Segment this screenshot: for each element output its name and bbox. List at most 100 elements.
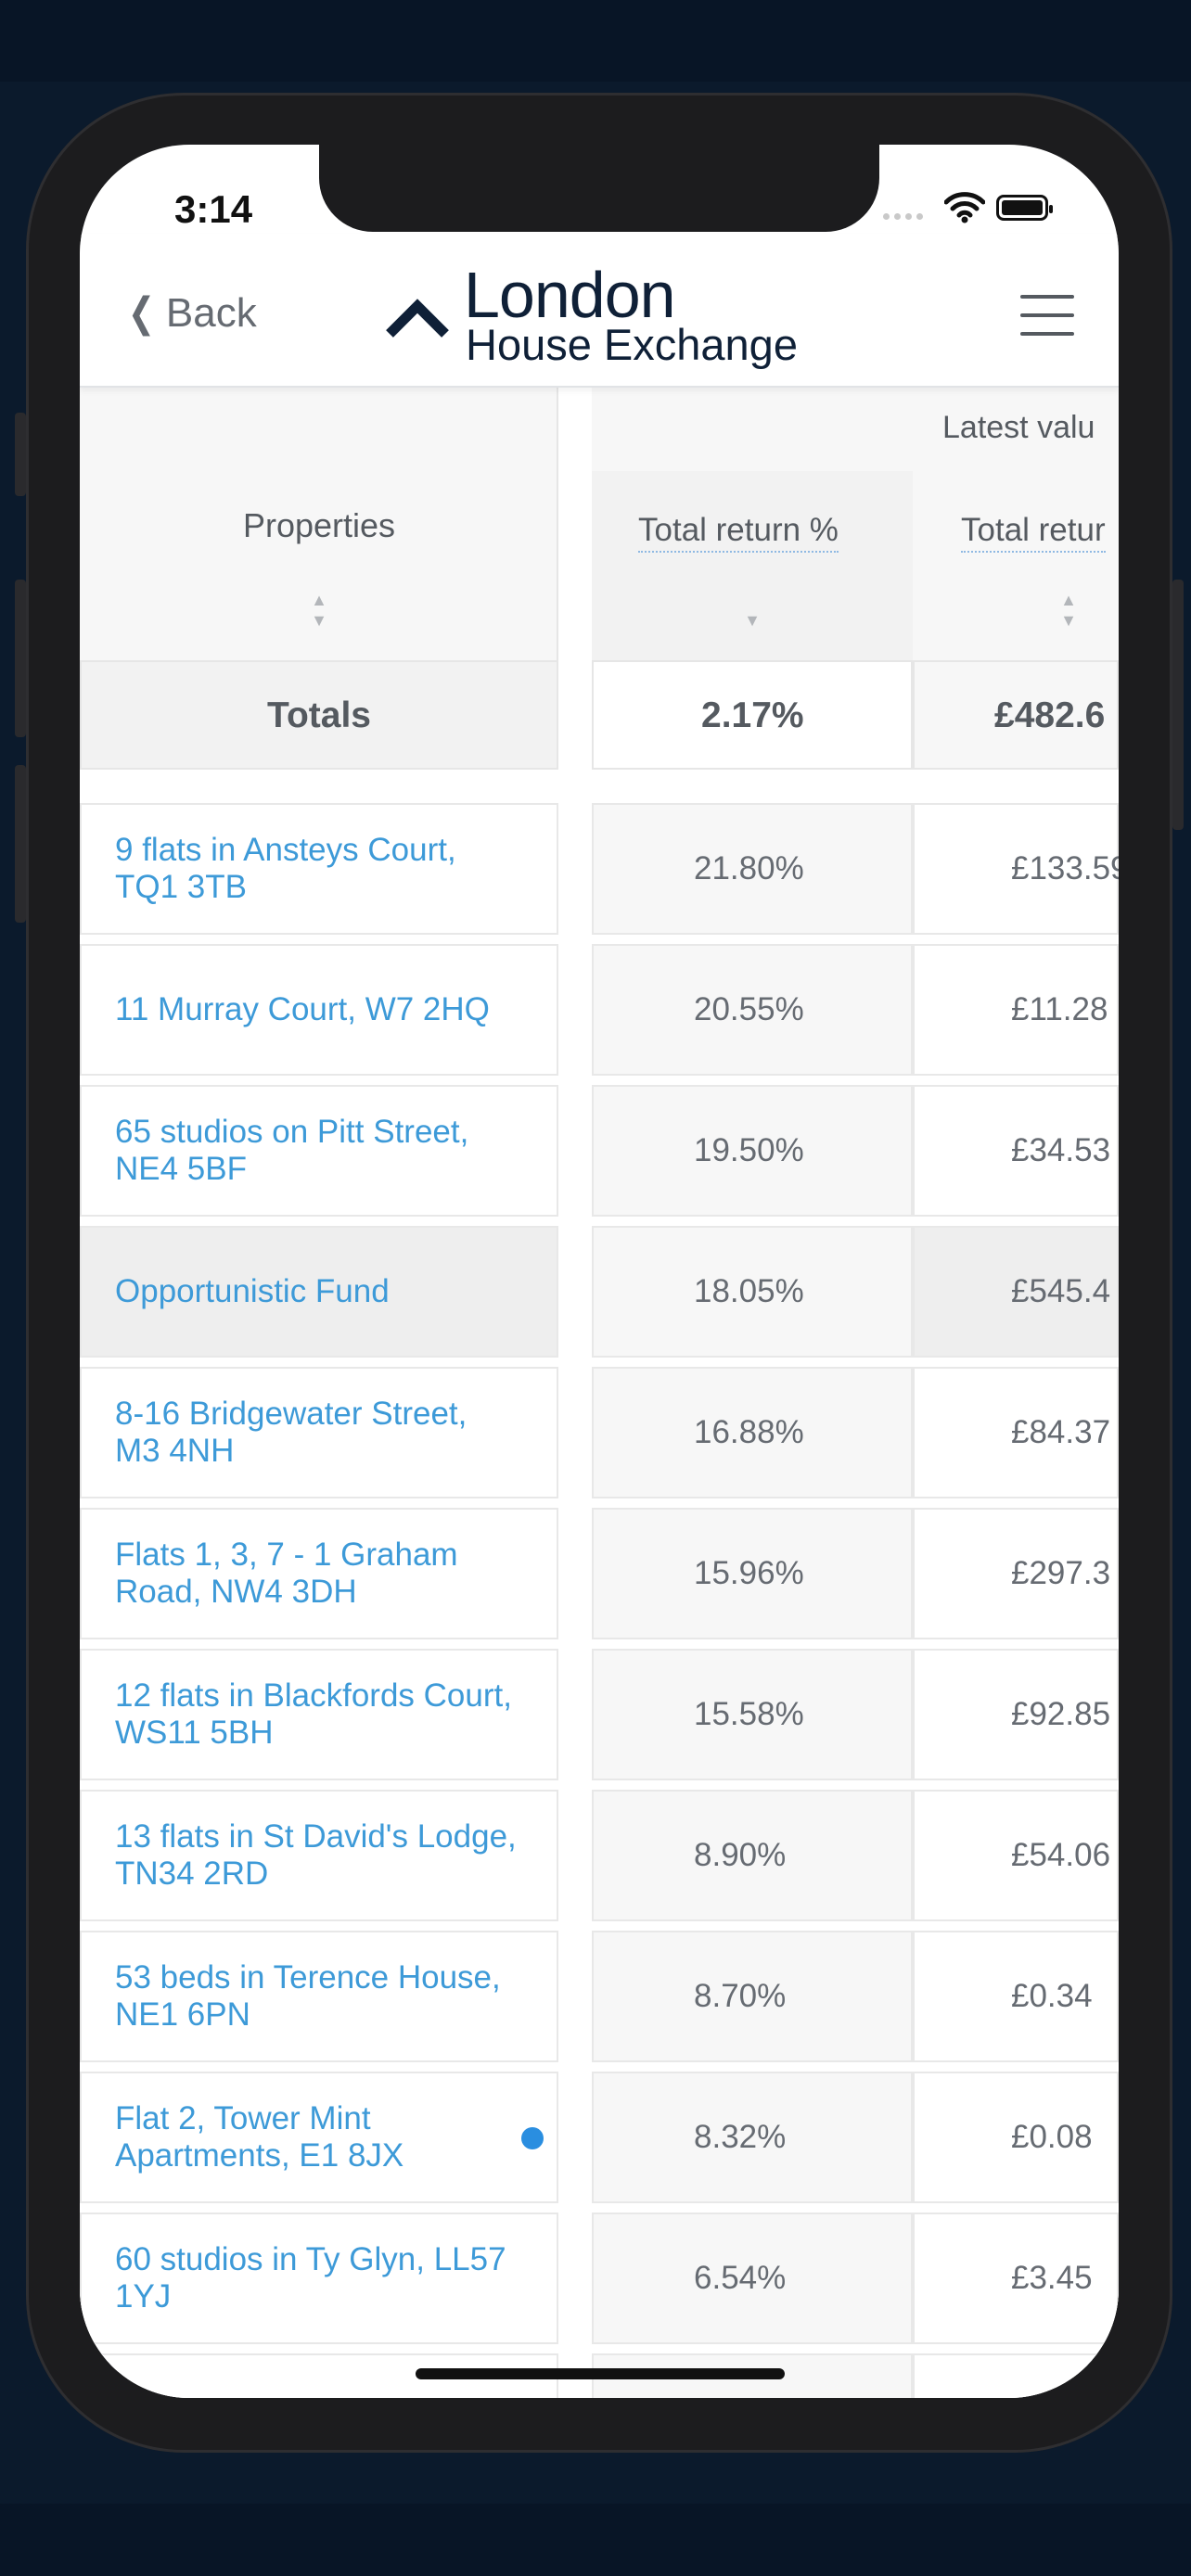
property-row[interactable]: 8-16 Bridgewater Street, M3 4NH xyxy=(80,1367,558,1498)
total-return-pct-value: 21.80% xyxy=(694,850,804,886)
sort-both-icon: ▲ ▼ xyxy=(1060,591,1077,630)
total-return-pct-cell: 6.54% xyxy=(592,2213,913,2344)
total-return-value-cell: £11.28 xyxy=(913,944,1119,1076)
latest-value-group-header: Latest valu xyxy=(592,386,1119,471)
property-link[interactable]: 60 studios in Ty Glyn, LL57 1YJ xyxy=(115,2241,506,2315)
volume-down-button xyxy=(15,765,26,923)
total-return-value-cell: £54.06 xyxy=(913,1790,1119,1921)
latest-value-group-label: Latest valu xyxy=(942,410,1095,445)
totals-return-pct-cell: 2.17% xyxy=(592,660,913,770)
property-link[interactable]: 9 flats in Ansteys Court, TQ1 3TB xyxy=(115,832,456,905)
total-return-pct-value: 8.90% xyxy=(694,1837,787,1873)
volume-up-button xyxy=(15,580,26,737)
total-return-value: £11.28 xyxy=(1011,991,1108,1027)
total-return-value-cell: £545.4 xyxy=(913,1226,1119,1358)
totals-label-cell: Totals xyxy=(80,660,558,770)
total-return-value-cell: £84.37 xyxy=(913,1367,1119,1498)
property-link[interactable]: Flats 1, 3, 7 - 1 Graham Road, NW4 3DH xyxy=(115,1537,458,1610)
property-row[interactable]: Flats 1, 3, 7 - 1 Graham Road, NW4 3DH xyxy=(80,1508,558,1639)
properties-table: Properties ▲ ▼ Totals 9 flats in Ansteys … xyxy=(80,386,1119,2398)
total-return-value-cell: £297.3 xyxy=(913,1508,1119,1639)
property-row[interactable]: 12 flats in Blackfords Court, WS11 5BH xyxy=(80,1649,558,1780)
background-bottom xyxy=(0,2504,1191,2576)
properties-header[interactable]: Properties ▲ ▼ xyxy=(80,386,558,660)
home-indicator[interactable] xyxy=(416,2368,785,2379)
property-row[interactable]: Flat 2, Tower Mint Apartments, E1 8JX xyxy=(80,2072,558,2203)
total-return-value-cell: £92.85 xyxy=(913,1649,1119,1780)
total-return-value: £54.06 xyxy=(1011,1837,1111,1873)
sort-desc-icon: ▼ xyxy=(744,611,761,630)
property-row[interactable]: 60 studios in Ty Glyn, LL57 1YJ xyxy=(80,2213,558,2344)
total-return-pct-cell: 18.05% xyxy=(592,1226,913,1358)
status-icons xyxy=(883,191,1069,224)
property-row[interactable]: 9 flats in Ansteys Court, TQ1 3TB xyxy=(80,803,558,935)
total-return-value-cell xyxy=(913,2353,1119,2398)
total-return-pct-value: 19.50% xyxy=(694,1132,804,1168)
property-row[interactable]: 11 Murray Court, W7 2HQ xyxy=(80,944,558,1076)
total-return-pct-label: Total return % xyxy=(638,512,839,553)
totals-return-pct: 2.17% xyxy=(701,695,804,735)
background-top xyxy=(0,0,1191,82)
total-return-pct-value: 8.32% xyxy=(694,2119,787,2155)
chevron-left-icon: ❮ xyxy=(127,290,156,336)
totals-return-value-cell: £482.6 xyxy=(913,660,1119,770)
total-return-pct-cell: 20.55% xyxy=(592,944,913,1076)
properties-header-label: Properties xyxy=(242,506,396,544)
mute-switch xyxy=(15,413,26,496)
total-return-value: £92.85 xyxy=(1011,1696,1111,1732)
property-row[interactable]: 53 beds in Terence House, NE1 6PN xyxy=(80,1931,558,2062)
total-return-value: £0.08 xyxy=(1011,2119,1093,2155)
property-link[interactable]: Flat 2, Tower Mint Apartments, E1 8JX xyxy=(115,2100,404,2174)
total-return-value-cell: £133.59 xyxy=(913,803,1119,935)
property-link[interactable]: Opportunistic Fund xyxy=(115,1273,390,1309)
property-link[interactable]: 53 beds in Terence House, NE1 6PN xyxy=(115,1959,501,2033)
app-logo: London House Exchange xyxy=(386,259,813,369)
total-return-pct-cell: 15.96% xyxy=(592,1508,913,1639)
total-return-value: £84.37 xyxy=(1011,1414,1111,1450)
status-time: 3:14 xyxy=(174,187,253,231)
total-return-value-label: Total retur xyxy=(961,512,1106,553)
property-link[interactable]: 65 studios on Pitt Street, NE4 5BF xyxy=(115,1114,469,1187)
property-row[interactable]: Opportunistic Fund xyxy=(80,1226,558,1358)
sort-both-icon: ▲ ▼ xyxy=(311,591,327,630)
property-link[interactable]: 8-16 Bridgewater Street, M3 4NH xyxy=(115,1396,467,1469)
total-return-pct-cell: 21.80% xyxy=(592,803,913,935)
notch xyxy=(319,145,879,232)
totals-return-value: £482.6 xyxy=(994,695,1106,735)
back-button[interactable]: ❮ Back xyxy=(124,289,257,337)
total-return-pct-value: 18.05% xyxy=(694,1273,804,1309)
total-return-pct-value: 15.96% xyxy=(694,1555,804,1591)
total-return-pct-header[interactable]: Total return % ▼ xyxy=(592,471,913,660)
property-link[interactable]: 13 flats in St David's Lodge, TN34 2RD xyxy=(115,1818,517,1892)
property-row[interactable]: 65 studios on Pitt Street, NE4 5BF xyxy=(80,1085,558,1217)
total-return-value: £3.45 xyxy=(1011,2260,1093,2296)
total-return-value-cell: £34.53 xyxy=(913,1085,1119,1217)
total-return-pct-value: 15.58% xyxy=(694,1696,804,1732)
nav-bar: ❮ Back London House Exchange xyxy=(80,234,1119,388)
app-screen: 3:14 ❮ Back London House Exchange xyxy=(80,145,1119,2398)
new-indicator-dot xyxy=(521,2127,544,2149)
total-return-value: £545.4 xyxy=(1011,1273,1111,1309)
back-label: Back xyxy=(165,289,257,336)
total-return-value: £34.53 xyxy=(1011,1132,1111,1168)
total-return-pct-cell: 15.58% xyxy=(592,1649,913,1780)
property-link[interactable]: 12 flats in Blackfords Court, WS11 5BH xyxy=(115,1677,512,1751)
total-return-pct-cell: 19.50% xyxy=(592,1085,913,1217)
total-return-pct-cell: 8.32% xyxy=(592,2072,913,2203)
logo-line-2: House Exchange xyxy=(466,320,798,369)
roof-logo-icon xyxy=(386,299,449,338)
total-return-pct-value: 16.88% xyxy=(694,1414,804,1450)
property-link[interactable]: 11 Murray Court, W7 2HQ xyxy=(115,991,490,1027)
total-return-pct-value: 8.70% xyxy=(694,1978,787,2014)
total-return-value: £0.34 xyxy=(1011,1978,1093,2014)
total-return-pct-cell: 16.88% xyxy=(592,1367,913,1498)
property-row[interactable]: 13 flats in St David's Lodge, TN34 2RD xyxy=(80,1790,558,1921)
signal-icon xyxy=(883,208,928,224)
total-return-value-header[interactable]: Total retur ▲ ▼ xyxy=(913,471,1119,660)
total-return-pct-value: 20.55% xyxy=(694,991,804,1027)
property-row[interactable] xyxy=(80,2353,558,2398)
hamburger-menu-icon[interactable] xyxy=(1020,295,1074,336)
total-return-pct-cell: 8.70% xyxy=(592,1931,913,2062)
total-return-value-cell: £0.34 xyxy=(913,1931,1119,2062)
battery-icon xyxy=(996,195,1053,221)
